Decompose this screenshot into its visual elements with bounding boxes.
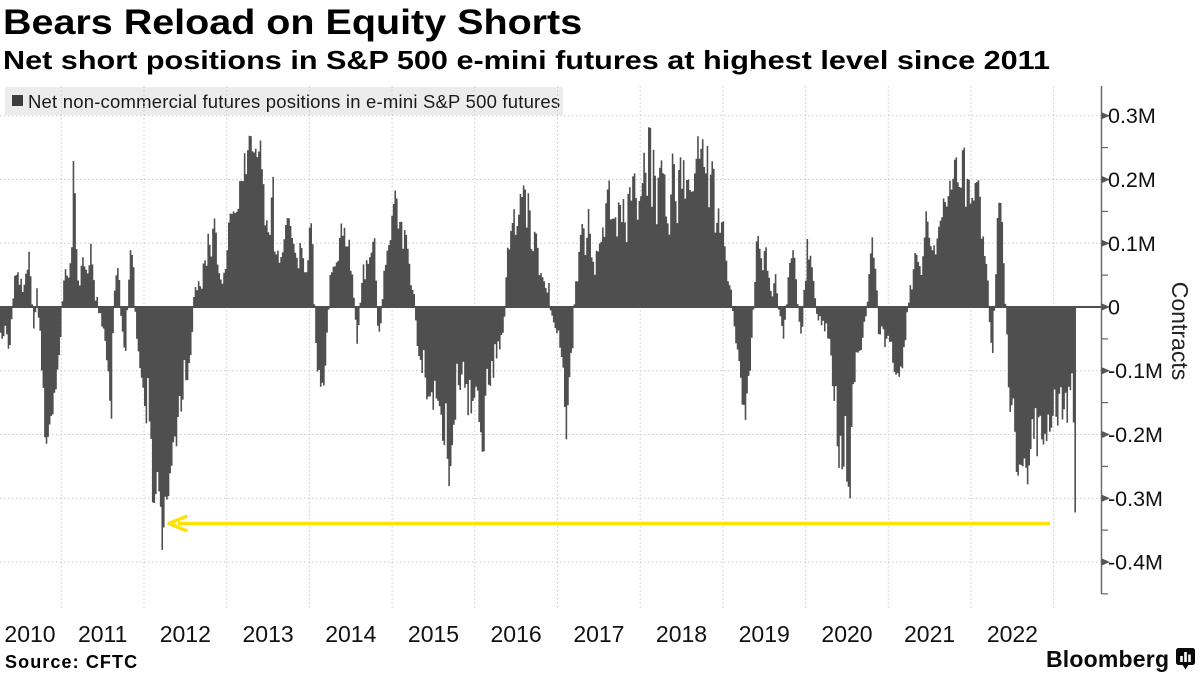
svg-text:2014: 2014 xyxy=(325,621,376,647)
svg-text:-0.3M: -0.3M xyxy=(1108,487,1163,511)
svg-text:-0.2M: -0.2M xyxy=(1108,423,1163,447)
svg-text:2015: 2015 xyxy=(408,621,459,647)
svg-text:0.1M: 0.1M xyxy=(1108,232,1156,256)
svg-text:2013: 2013 xyxy=(243,621,294,647)
svg-text:0: 0 xyxy=(1108,296,1120,320)
svg-text:Contracts: Contracts xyxy=(1167,282,1193,380)
svg-text:2019: 2019 xyxy=(739,621,790,647)
svg-text:2022: 2022 xyxy=(987,621,1038,647)
svg-text:2011: 2011 xyxy=(78,621,127,647)
svg-text:2021: 2021 xyxy=(904,621,955,647)
svg-text:-0.4M: -0.4M xyxy=(1108,551,1163,575)
svg-text:0.2M: 0.2M xyxy=(1108,168,1156,192)
svg-text:0.3M: 0.3M xyxy=(1108,104,1156,128)
svg-text:2012: 2012 xyxy=(160,621,211,647)
svg-text:2020: 2020 xyxy=(821,621,872,647)
svg-text:2018: 2018 xyxy=(656,621,707,647)
svg-text:2016: 2016 xyxy=(491,621,542,647)
svg-text:2010: 2010 xyxy=(4,621,55,647)
svg-text:-0.1M: -0.1M xyxy=(1108,359,1163,383)
svg-text:2017: 2017 xyxy=(573,621,624,647)
